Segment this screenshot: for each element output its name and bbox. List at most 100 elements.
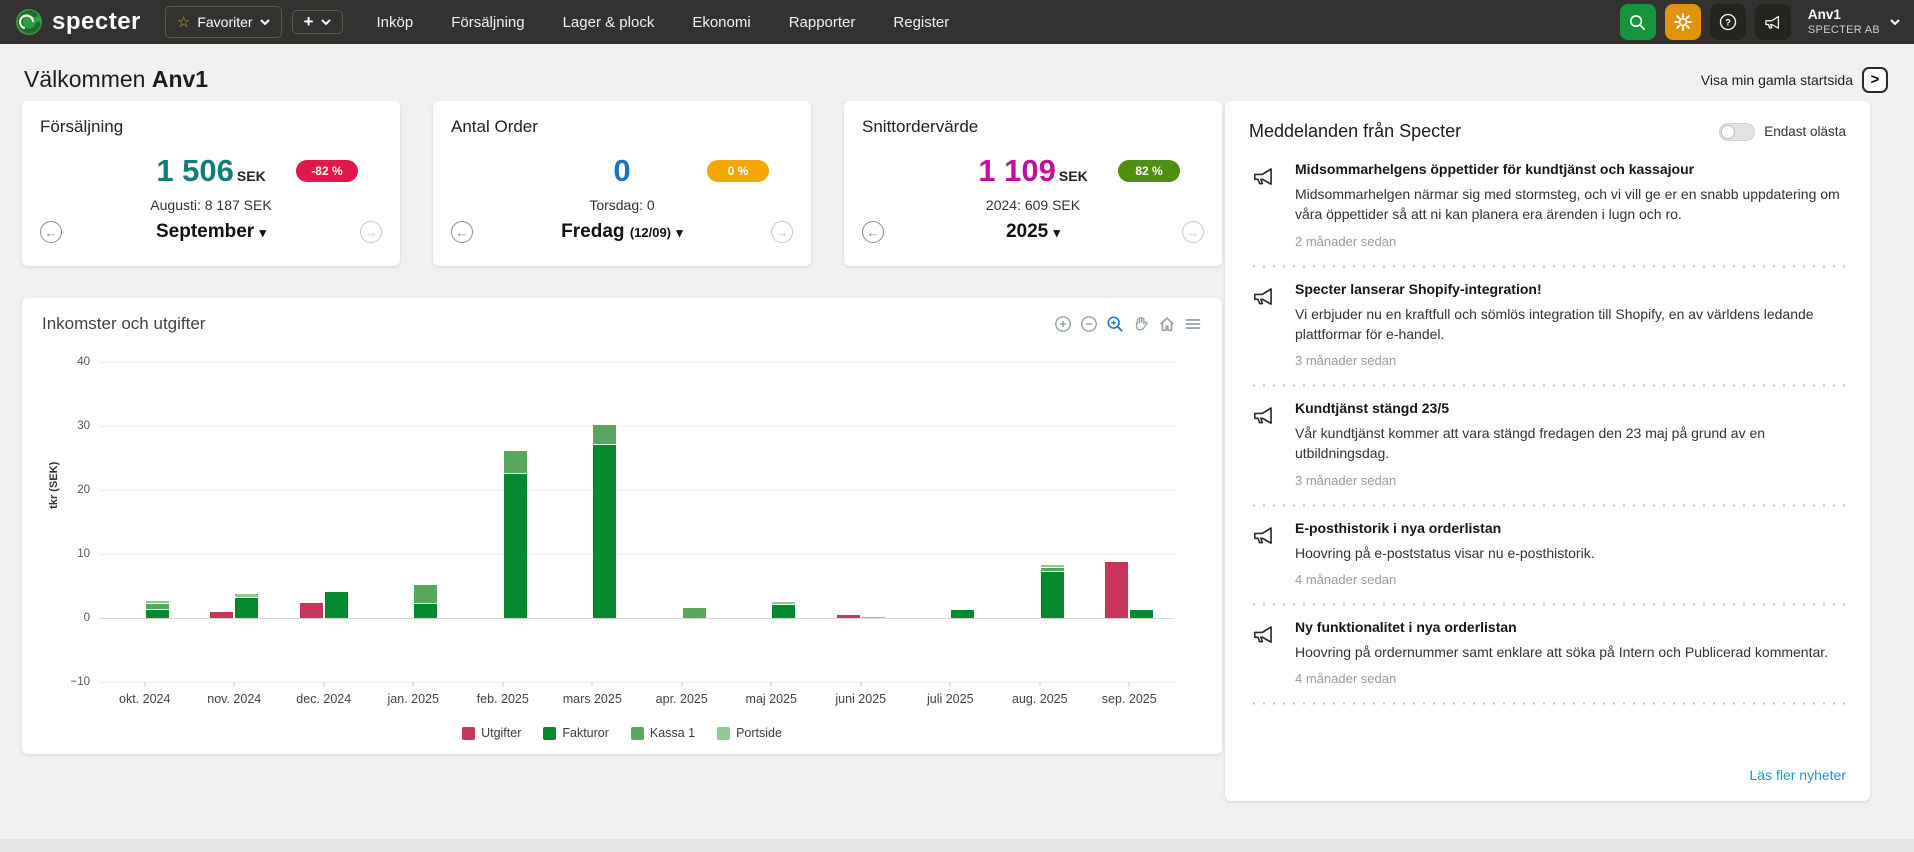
bar-group-juli-2025[interactable] <box>926 610 975 618</box>
bar-group-apr-2025[interactable] <box>658 608 706 618</box>
bar-fakturor[interactable] <box>503 474 527 618</box>
gridline-y-20 <box>100 490 1174 491</box>
bar-portside[interactable] <box>1040 564 1064 567</box>
bar-kassa-1[interactable] <box>145 603 169 610</box>
x-tick-mark <box>1128 682 1130 687</box>
add-new-dropdown[interactable]: + <box>291 10 343 34</box>
bar-portside[interactable] <box>145 601 169 603</box>
caret-down-icon: ▾ <box>676 225 683 240</box>
menu-item-register[interactable]: Register <box>893 13 950 31</box>
menu-item-lager-plock[interactable]: Lager & plock <box>562 13 655 31</box>
help-button[interactable]: ? <box>1709 4 1746 40</box>
bar-fakturor[interactable] <box>414 603 438 618</box>
bar-fakturor[interactable] <box>772 605 796 618</box>
kpi-card-snittordervarde: Snittordervärde 1 109 SEK 82 % 2024: 609 SEK… <box>844 101 1222 266</box>
legend-item-utgifter[interactable]: Utgifter <box>462 726 521 740</box>
legend-item-kassa-1[interactable]: Kassa 1 <box>630 726 695 740</box>
period-dropdown[interactable]: Fredag (12/09) ▾ <box>561 221 683 242</box>
menu-item-f-rs-ljning[interactable]: Försäljning <box>451 13 525 31</box>
bar-fakturor[interactable] <box>951 610 975 618</box>
period-dropdown[interactable]: September ▾ <box>155 221 266 242</box>
next-period-button[interactable]: → <box>1182 221 1204 243</box>
bar-group-jan-2025[interactable] <box>389 585 438 618</box>
news-item[interactable]: Kundtjänst stängd 23/5 Vår kundtjänst kom… <box>1249 387 1846 492</box>
legend-swatch <box>630 726 644 740</box>
menu-item-rapporter[interactable]: Rapporter <box>788 13 856 31</box>
bar-fakturor[interactable] <box>324 592 348 618</box>
bar-fakturor[interactable] <box>145 610 169 618</box>
bar-utgifter[interactable] <box>210 612 234 618</box>
previous-period-button[interactable]: ← <box>862 221 884 243</box>
user-name: Anv1 <box>1807 7 1841 23</box>
zoom-in-icon[interactable] <box>1053 314 1072 333</box>
read-more-news-link[interactable]: Läs fler nyheter <box>1749 767 1847 783</box>
kpi-comparison-text: 2024: 609 SEK <box>985 197 1081 213</box>
chevron-down-icon <box>1890 19 1900 26</box>
reset-axes-home-icon[interactable] <box>1157 314 1176 333</box>
zoom-out-icon[interactable] <box>1079 314 1098 333</box>
next-period-button[interactable]: → <box>771 221 793 243</box>
period-dropdown[interactable]: 2025 ▾ <box>1005 221 1061 242</box>
unread-only-toggle[interactable]: Endast olästa <box>1719 122 1846 141</box>
user-menu[interactable]: Anv1 SPECTER AB <box>1808 7 1900 36</box>
bar-utgifter[interactable] <box>1105 561 1129 618</box>
show-old-startpage-link[interactable]: Visa min gamla startsida > <box>1701 66 1888 93</box>
bar-chart-plot-area[interactable]: tkr (SEK) −10 0 10 20 30 40 okt. 2024 nov. 2024… <box>48 356 1174 706</box>
bar-group-maj-2025[interactable] <box>747 601 796 618</box>
previous-period-button[interactable]: ← <box>451 221 473 243</box>
bar-fakturor[interactable] <box>593 445 617 618</box>
bar-kassa-1[interactable] <box>682 608 706 618</box>
bar-group-sep-2025[interactable] <box>1105 561 1154 618</box>
kpi-value: 1 506 SEK <box>156 153 266 188</box>
bar-fakturor[interactable] <box>1040 571 1064 618</box>
next-period-button[interactable]: → <box>359 221 382 243</box>
zoom-select-icon[interactable] <box>1105 314 1124 333</box>
bar-group-okt-2024[interactable] <box>121 601 169 618</box>
news-item[interactable]: Ny funktionalitet i nya orderlistan Hoovr… <box>1249 606 1846 690</box>
bar-portside[interactable] <box>772 601 796 605</box>
bar-utgifter[interactable] <box>836 615 860 618</box>
y-tick-label: 10 <box>77 548 90 560</box>
bar-group-dec-2024[interactable] <box>299 592 348 618</box>
legend-item-fakturor[interactable]: Fakturor <box>543 726 609 740</box>
previous-period-button[interactable]: ← <box>40 221 62 243</box>
search-button[interactable] <box>1619 4 1656 40</box>
x-tick-mark <box>770 682 772 687</box>
news-item[interactable]: E-posthistorik i nya orderlistan Hoovring… <box>1249 507 1846 591</box>
bar-kassa-1[interactable] <box>593 425 617 445</box>
legend-item-portside[interactable]: Portside <box>717 726 782 740</box>
caret-down-icon: ▾ <box>1053 225 1061 240</box>
bar-kassa-1[interactable] <box>1040 567 1064 571</box>
gridline-y-30 <box>100 426 1174 427</box>
bar-utgifter[interactable] <box>299 602 323 618</box>
settings-button[interactable] <box>1664 4 1701 40</box>
bar-portside[interactable] <box>235 593 259 597</box>
bar-group-mars-2025[interactable] <box>568 425 617 618</box>
pan-icon[interactable] <box>1131 314 1150 333</box>
y-axis-label: tkr (SEK) <box>48 461 60 509</box>
bar-group-feb-2025[interactable] <box>479 450 527 618</box>
favorites-dropdown[interactable]: ☆ Favoriter <box>164 6 282 38</box>
news-item[interactable]: Midsommarhelgens öppettider för kundtjän… <box>1249 148 1846 253</box>
bar-fakturor[interactable] <box>235 597 259 618</box>
news-item[interactable]: Specter lanserar Shopify-integration! Vi … <box>1249 268 1846 373</box>
old-startpage-arrow-button[interactable]: > <box>1862 66 1888 93</box>
unread-only-label: Endast olästa <box>1764 124 1846 139</box>
bar-group-juni-2025[interactable] <box>836 615 885 618</box>
menu-item-ekonomi[interactable]: Ekonomi <box>692 13 751 31</box>
bar-group-aug-2025[interactable] <box>1016 564 1064 618</box>
bar-kassa-1[interactable] <box>414 585 438 603</box>
bar-group-nov-2024[interactable] <box>210 593 259 618</box>
news-title: Specter lanserar Shopify-integration! <box>1295 280 1542 297</box>
bar-portside[interactable] <box>861 616 885 618</box>
megaphone-icon <box>1765 15 1779 29</box>
menu-item-ink-p[interactable]: Inköp <box>376 13 414 31</box>
news-button[interactable] <box>1754 4 1791 40</box>
specter-logo[interactable]: specter <box>14 7 141 37</box>
news-timestamp: 3 månader sedan <box>1295 472 1397 488</box>
bar-fakturor[interactable] <box>1130 609 1154 618</box>
x-tick-label: dec. 2024 <box>296 692 352 706</box>
toggle-switch[interactable] <box>1719 122 1756 141</box>
chart-menu-icon[interactable] <box>1183 314 1202 333</box>
bar-kassa-1[interactable] <box>503 450 527 473</box>
